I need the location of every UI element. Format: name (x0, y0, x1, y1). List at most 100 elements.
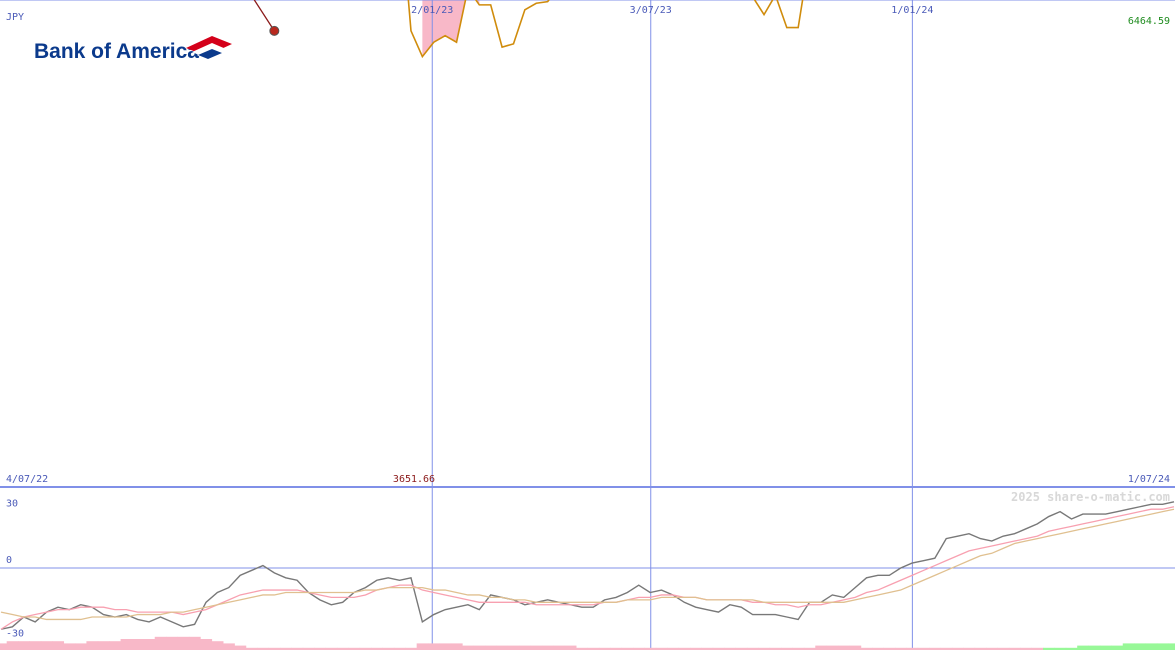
histogram-bar-102 (1156, 643, 1169, 650)
histogram-bar-50 (564, 645, 577, 650)
histogram-bar-73 (826, 645, 839, 650)
histogram-bar-27 (302, 647, 315, 650)
histogram-bar-92 (1043, 647, 1055, 650)
oscillator-lines (0, 501, 1175, 630)
flag-icon (186, 36, 232, 59)
fast-signal-line (0, 506, 1175, 630)
histogram-bar-83 (940, 647, 953, 650)
exit-marker-2 (269, 25, 280, 36)
histogram-bar-47 (530, 645, 543, 650)
histogram-bar-60 (678, 647, 691, 650)
histogram-bar-46 (519, 645, 531, 650)
histogram-bar-35 (393, 647, 406, 650)
low-price-label: 3651.66 (393, 474, 435, 485)
histogram-bar-13 (143, 639, 156, 650)
signal-line-2 (253, 0, 275, 32)
histogram-bar-71 (803, 647, 816, 650)
histogram-bar-93 (1054, 647, 1067, 650)
histogram-bar-77 (872, 647, 884, 650)
histogram-bar-75 (849, 645, 862, 650)
histogram-bar-24 (268, 647, 281, 650)
histogram-bar-5 (52, 641, 65, 650)
histogram-bar-63 (712, 647, 725, 650)
histogram-bar-59 (667, 647, 680, 650)
histogram-bar-39 (439, 643, 452, 650)
histogram-bar-103 (1168, 643, 1175, 650)
histogram-bar-9 (97, 641, 110, 650)
histogram-bar-66 (746, 647, 759, 650)
x-tick-label-4/07/22: 4/07/22 (6, 474, 48, 485)
logo-text: Bank of America (34, 40, 199, 63)
histogram-bar-43 (485, 645, 497, 650)
histogram-bar-98 (1111, 645, 1124, 650)
histogram-bar-82 (929, 647, 941, 650)
histogram-bar-17 (188, 636, 201, 650)
histogram-bar-23 (257, 647, 270, 650)
histogram-bar-61 (689, 647, 702, 650)
histogram-bar-90 (1020, 647, 1033, 650)
histogram-bar-37 (416, 643, 429, 650)
histogram-bar-48 (541, 645, 554, 650)
histogram-bar-16 (177, 636, 190, 650)
histogram-bar-49 (553, 645, 566, 650)
histogram-bar-26 (291, 647, 304, 650)
histogram-bar-0 (0, 643, 8, 650)
histogram-bar-25 (280, 647, 292, 650)
histogram-bar-97 (1099, 645, 1112, 650)
histogram-bars (0, 636, 1175, 650)
histogram-bar-18 (200, 639, 213, 650)
watermark: 2025 share-o-matic.com (1011, 490, 1170, 504)
histogram-bar-58 (655, 647, 668, 650)
histogram-bar-20 (223, 643, 235, 650)
histogram-bar-84 (951, 647, 964, 650)
osc-y-tick-label-0: 0 (6, 555, 12, 566)
histogram-bar-53 (598, 647, 611, 650)
histogram-bar-11 (120, 639, 133, 650)
x-tick-label-1/01/24: 1/01/24 (891, 5, 933, 16)
histogram-bar-45 (507, 645, 520, 650)
histogram-bar-12 (131, 639, 144, 650)
histogram-bar-99 (1122, 643, 1135, 650)
histogram-bar-87 (986, 647, 998, 650)
x-tick-label-3/07/23: 3/07/23 (630, 5, 672, 16)
histogram-bar-51 (576, 647, 588, 650)
histogram-bar-30 (336, 647, 349, 650)
histogram-bar-94 (1065, 647, 1078, 650)
histogram-bar-15 (166, 636, 178, 650)
histogram-bar-74 (838, 645, 850, 650)
histogram-bar-31 (348, 647, 361, 650)
histogram-bar-32 (359, 647, 372, 650)
histogram-bar-34 (382, 647, 395, 650)
histogram-bar-14 (154, 636, 167, 650)
currency-label: JPY (6, 12, 24, 23)
histogram-bar-33 (371, 647, 383, 650)
osc-y-tick-label-30: 30 (6, 499, 18, 510)
last-price-label: 6464.59 (1128, 16, 1170, 27)
histogram-bar-101 (1145, 643, 1158, 650)
histogram-bar-65 (735, 647, 748, 650)
histogram-bar-81 (917, 647, 930, 650)
histogram-bar-19 (211, 641, 224, 650)
histogram-bar-8 (86, 641, 99, 650)
histogram-bar-70 (792, 647, 805, 650)
histogram-bar-62 (701, 647, 714, 650)
trade-loss-fill-3 (422, 0, 480, 57)
histogram-bar-10 (109, 641, 121, 650)
histogram-bar-64 (724, 647, 736, 650)
histogram-bar-38 (428, 643, 440, 650)
histogram-bar-86 (974, 647, 987, 650)
histogram-bar-42 (473, 645, 486, 650)
histogram-bar-96 (1088, 645, 1101, 650)
histogram-bar-72 (815, 645, 828, 650)
histogram-bar-57 (644, 647, 657, 650)
histogram-bar-28 (314, 647, 326, 650)
histogram-bar-21 (234, 645, 247, 650)
histogram-bar-100 (1134, 643, 1146, 650)
histogram-bar-2 (18, 641, 30, 650)
histogram-bar-55 (621, 647, 634, 650)
histogram-bar-68 (769, 647, 782, 650)
histogram-bar-78 (883, 647, 896, 650)
histogram-bar-91 (1031, 647, 1044, 650)
momentum-line (0, 501, 1175, 630)
